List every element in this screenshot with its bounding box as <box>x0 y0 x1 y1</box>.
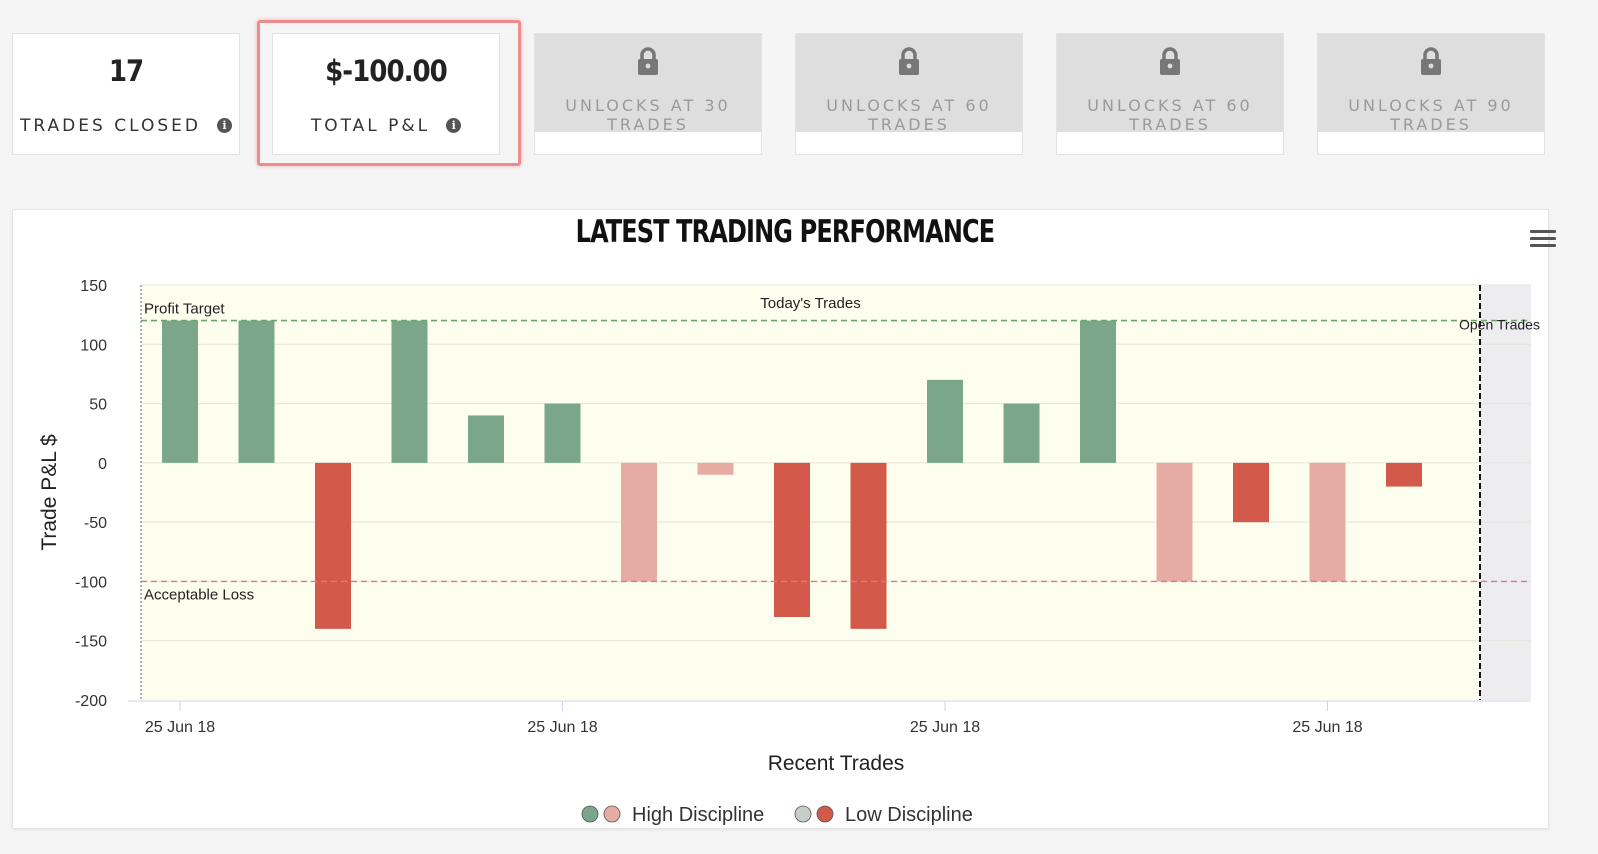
info-icon[interactable]: i <box>216 118 232 133</box>
total-pnl-label: TOTAL P&L i <box>273 116 499 136</box>
locked-card-label: UNLOCKS AT 60 TRADES <box>826 96 992 134</box>
locked-card-30: UNLOCKS AT 30 TRADES <box>534 33 762 155</box>
chart-panel <box>12 209 1549 829</box>
locked-card-label: UNLOCKS AT 60 TRADES <box>1087 96 1253 134</box>
trades-closed-label-text: TRADES CLOSED <box>20 116 201 136</box>
trades-closed-value: 17 <box>108 54 144 88</box>
info-icon[interactable]: i <box>446 118 462 133</box>
total-pnl-label-text: TOTAL P&L <box>310 116 431 136</box>
locked-card-label: UNLOCKS AT 30 TRADES <box>565 96 731 134</box>
locked-card-90: UNLOCKS AT 90 TRADES <box>1317 33 1545 155</box>
hamburger-menu-icon[interactable] <box>1530 230 1556 250</box>
total-pnl-card: $-100.00 TOTAL P&L i <box>272 33 500 155</box>
lock-icon <box>899 47 919 75</box>
lock-icon <box>638 47 658 75</box>
lock-icon <box>1421 47 1441 75</box>
locked-card-label: UNLOCKS AT 90 TRADES <box>1348 96 1514 134</box>
total-pnl-value: $-100.00 <box>325 54 448 88</box>
total-pnl-highlight <box>257 20 521 166</box>
locked-card-60b: UNLOCKS AT 60 TRADES <box>1056 33 1284 155</box>
lock-icon <box>1160 47 1180 75</box>
trades-closed-card: 17 TRADES CLOSED i <box>12 33 240 155</box>
locked-card-60a: UNLOCKS AT 60 TRADES <box>795 33 1023 155</box>
trades-closed-label: TRADES CLOSED i <box>13 116 239 136</box>
chart-title: LATEST TRADING PERFORMANCE <box>575 214 996 250</box>
